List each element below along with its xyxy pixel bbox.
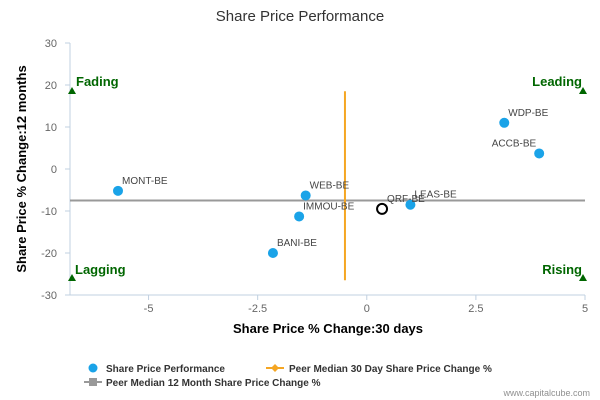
fading-marker bbox=[68, 87, 76, 94]
y-tick-label: 0 bbox=[51, 164, 57, 176]
point-web-be[interactable] bbox=[300, 190, 311, 201]
peer-median-lines bbox=[70, 91, 585, 281]
point-label-qrf-be: QRF-BE bbox=[387, 194, 425, 205]
x-tick-label: -5 bbox=[144, 303, 154, 315]
y-tick-label: 20 bbox=[45, 80, 57, 92]
legend-item-peer-median-12m[interactable]: Peer Median 12 Month Share Price Change … bbox=[84, 378, 321, 389]
chart-title: Share Price Performance bbox=[216, 8, 384, 25]
point-label-leas-be: LEAS-BE bbox=[414, 190, 457, 201]
y-tick-label: -30 bbox=[41, 290, 57, 302]
quadrant-label-fading: Fading bbox=[76, 74, 119, 89]
point-qrf-be[interactable] bbox=[376, 202, 389, 215]
y-tick-label: -10 bbox=[41, 206, 57, 218]
legend-item-share-price[interactable]: Share Price Performance bbox=[88, 363, 226, 376]
legend-marker-share-price bbox=[88, 363, 98, 373]
x-axis-title: Share Price % Change:30 days bbox=[233, 321, 423, 336]
point-label-mont-be: MONT-BE bbox=[122, 176, 168, 187]
point-wdp-be[interactable] bbox=[499, 117, 510, 128]
point-accb-be[interactable] bbox=[534, 148, 545, 159]
point-label-immou-be: IMMOU-BE bbox=[303, 201, 354, 212]
leading-marker bbox=[579, 87, 587, 94]
legend-marker-peer-median-30d bbox=[271, 364, 279, 372]
quadrant-label-rising: Rising bbox=[542, 262, 582, 277]
x-tick-label: 5 bbox=[582, 303, 588, 315]
legend-label-peer-median-30d: Peer Median 30 Day Share Price Change % bbox=[289, 364, 492, 375]
axes bbox=[69, 43, 585, 296]
quadrant-label-leading: Leading bbox=[532, 74, 582, 89]
point-mont-be[interactable] bbox=[113, 185, 124, 196]
quadrant-label-lagging: Lagging bbox=[75, 262, 126, 277]
x-tick-label: 0 bbox=[364, 303, 370, 315]
point-label-accb-be: ACCB-BE bbox=[492, 138, 537, 149]
y-axis-title: Share Price % Change:12 months bbox=[14, 65, 29, 272]
y-tick-label: 30 bbox=[45, 38, 57, 50]
point-bani-be[interactable] bbox=[267, 248, 278, 258]
point-label-bani-be: BANI-BE bbox=[277, 238, 317, 249]
legend: Share Price Performance Peer Median 30 D… bbox=[84, 363, 492, 389]
y-tick-label: 10 bbox=[45, 122, 57, 134]
point-label-web-be: WEB-BE bbox=[310, 180, 350, 191]
x-tick-label: 2.5 bbox=[468, 303, 483, 315]
legend-item-peer-median-30d[interactable]: Peer Median 30 Day Share Price Change % bbox=[266, 364, 492, 375]
y-tick-label: -20 bbox=[41, 248, 57, 260]
x-tick-label: -2.5 bbox=[248, 303, 267, 315]
quadrant-labels: Fading Leading Lagging Rising bbox=[68, 74, 587, 281]
data-points: WDP-BE ACCB-BE MONT-BE WEB-BE LEAS-BE IMMOU-B… bbox=[113, 108, 549, 258]
legend-label-peer-median-12m: Peer Median 12 Month Share Price Change … bbox=[106, 378, 321, 389]
legend-label-share-price: Share Price Performance bbox=[106, 364, 225, 375]
legend-marker-peer-median-12m bbox=[89, 378, 97, 386]
point-label-wdp-be: WDP-BE bbox=[508, 108, 548, 119]
lagging-marker bbox=[68, 274, 76, 281]
point-immou-be[interactable] bbox=[294, 211, 305, 222]
y-ticks: 30 20 10 0 -10 -20 -30 bbox=[41, 38, 70, 302]
point-leas-be[interactable] bbox=[405, 199, 416, 210]
credit-text: www.capitalcube.com bbox=[502, 388, 590, 398]
rising-marker bbox=[579, 274, 587, 281]
x-ticks: -5 -2.5 0 2.5 5 bbox=[144, 295, 588, 315]
